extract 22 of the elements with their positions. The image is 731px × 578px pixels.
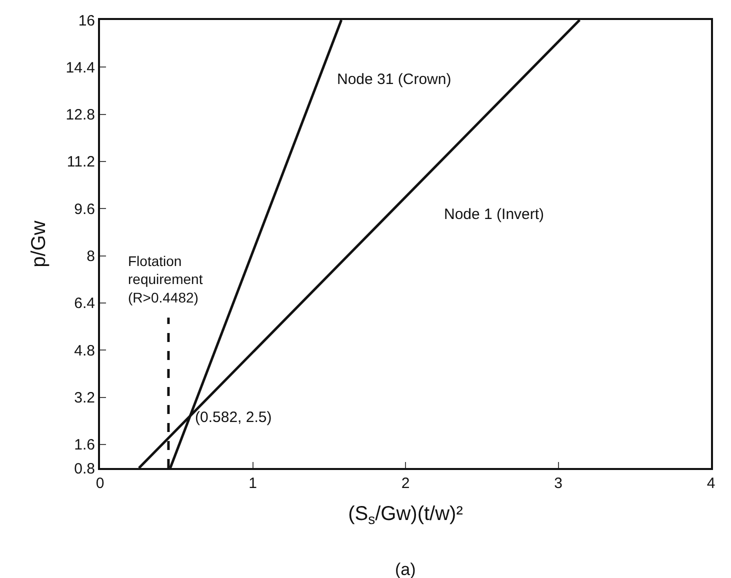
y-tick-label: 9.6	[74, 200, 95, 218]
y-tick-label: 3.2	[74, 390, 95, 407]
x-tick-label: 1	[248, 475, 257, 492]
y-tick-label: 8	[86, 248, 95, 266]
annotation: Node 31 (Crown)	[337, 71, 452, 88]
y-tick-label: 1.6	[74, 436, 95, 454]
y-tick-label: 14.4	[66, 59, 95, 76]
y-tick-label: 6.4	[74, 295, 95, 312]
annotation: Node 1 (Invert)	[444, 206, 544, 223]
y-tick-label: 16	[78, 12, 95, 30]
x-tick-label: 3	[554, 475, 562, 492]
y-tick-label: 4.8	[74, 342, 95, 360]
y-tick-label: 11.2	[66, 154, 95, 171]
annotation: (0.582, 2.5)	[195, 409, 272, 426]
x-tick-label: 4	[706, 475, 716, 492]
y-axis-title: p/Gw	[28, 220, 50, 268]
x-axis-title: (S$_{s}$/Gw)(t/w)²	[348, 503, 464, 528]
annotation: Flotation requirement (R>0.4482)	[128, 253, 203, 306]
y-tick-label: 0.8	[74, 460, 95, 478]
x-tick-label: 2	[401, 475, 410, 492]
x-tick-label: 0	[96, 475, 104, 492]
y-tick-label: 12.8	[66, 106, 95, 124]
